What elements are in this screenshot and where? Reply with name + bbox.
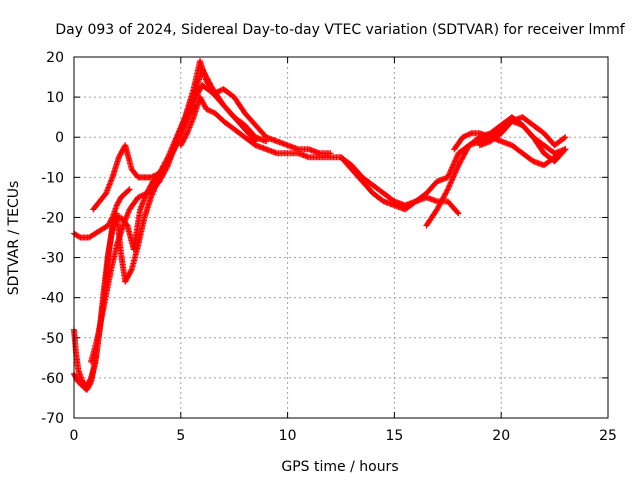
- y-tick-label: -30: [41, 251, 64, 267]
- x-tick-label: 0: [70, 428, 79, 444]
- data-point: [561, 135, 568, 142]
- data-series: [71, 58, 569, 393]
- data-point: [444, 187, 451, 194]
- data-point: [561, 147, 568, 154]
- data-point: [164, 155, 171, 162]
- y-tick-label: 20: [46, 50, 64, 66]
- data-point: [76, 233, 83, 240]
- x-tick-label: 25: [599, 428, 617, 444]
- data-point: [183, 131, 190, 138]
- data-point: [126, 186, 133, 193]
- satellite-track-10: [476, 114, 569, 149]
- y-tick-label: -20: [41, 210, 64, 226]
- x-tick-label: 20: [492, 428, 510, 444]
- y-axis-label: SDTVAR / TECUs: [6, 181, 22, 296]
- x-tick-label: 10: [279, 428, 297, 444]
- axis-ticks: 0 5 10 15 20 25 20 10 0 -10 -20 -30 -40 -50 -60 -70: [41, 50, 617, 444]
- y-tick-label: -70: [41, 411, 64, 427]
- data-point: [562, 134, 569, 141]
- x-tick-label: 15: [385, 428, 403, 444]
- grid-lines: [74, 57, 608, 418]
- plot-frame: [73, 56, 609, 419]
- data-point: [263, 138, 270, 145]
- y-tick-label: -40: [41, 291, 64, 307]
- x-axis-label: GPS time / hours: [281, 459, 398, 475]
- chart-title: Day 093 of 2024, Sidereal Day-to-day VTE…: [55, 22, 625, 38]
- x-tick-label: 5: [176, 428, 185, 444]
- data-point: [125, 187, 132, 194]
- data-point: [127, 267, 134, 274]
- y-tick-label: 10: [46, 90, 64, 106]
- y-tick-label: 0: [55, 130, 64, 146]
- satellite-track-8: [423, 114, 569, 229]
- y-tick-label: -60: [41, 371, 64, 387]
- y-tick-label: -50: [41, 331, 64, 347]
- data-point: [562, 146, 569, 153]
- y-tick-label: -10: [41, 170, 64, 186]
- data-point: [454, 209, 461, 216]
- satellite-track-5: [90, 82, 270, 213]
- data-point: [455, 210, 462, 217]
- data-point: [87, 380, 94, 387]
